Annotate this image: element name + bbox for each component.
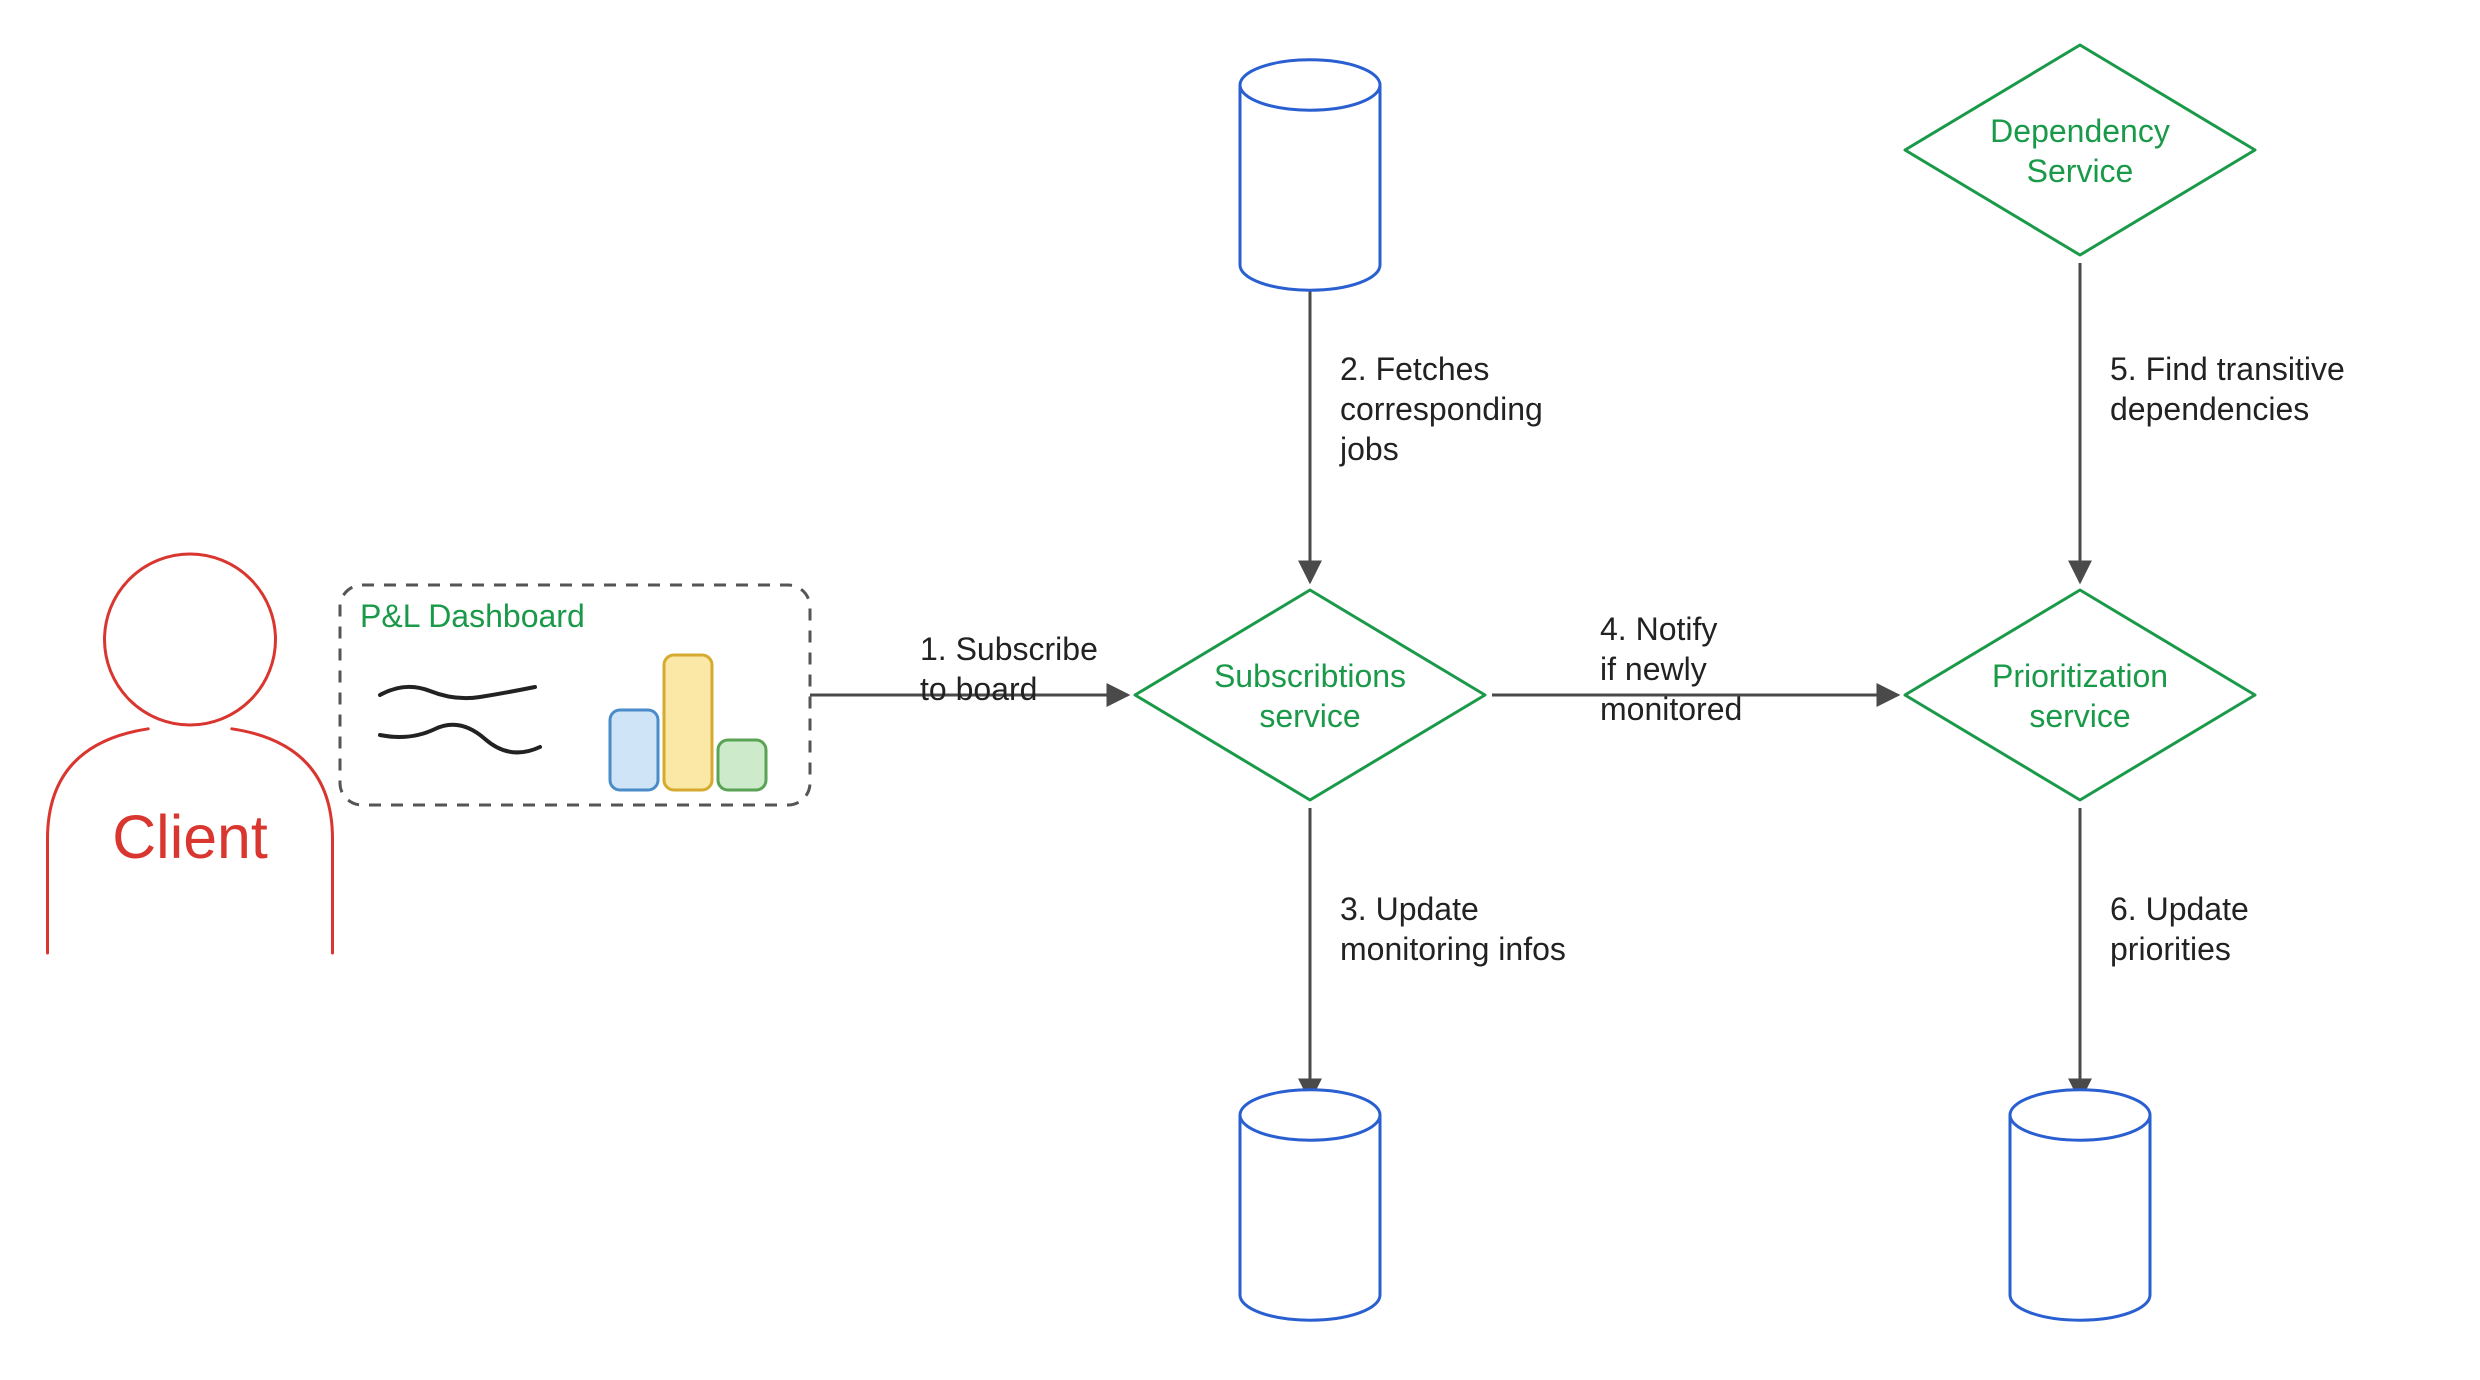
subscriptions-service-node: Subscribtions service — [1135, 590, 1485, 800]
dependency-service-node-label2: Service — [2027, 153, 2134, 189]
edge-label-e5-1: dependencies — [2110, 391, 2309, 427]
edge-label-e4-0: 4. Notify — [1600, 611, 1717, 647]
dashboard-bar-1 — [664, 655, 712, 790]
edge-label-e6-1: priorities — [2110, 931, 2231, 967]
dependency-service-node: Dependency Service — [1905, 45, 2255, 255]
edge-label-e6-0: 6. Update — [2110, 891, 2249, 927]
dashboard-bar-2 — [718, 740, 766, 790]
dashboard-title: P&L Dashboard — [360, 598, 585, 634]
edge-label-e2-1: corresponding — [1340, 391, 1543, 427]
prioritization-service-node-label2: service — [2029, 698, 2130, 734]
db-bottom-prio — [2010, 1090, 2150, 1320]
edge-label-e5-0: 5. Find transitive — [2110, 351, 2345, 387]
subscriptions-service-node-label2: service — [1259, 698, 1360, 734]
edge-label-e4-2: monitored — [1600, 691, 1742, 727]
prioritization-service-node-label1: Prioritization — [1992, 658, 2168, 694]
prioritization-service-node: Prioritization service — [1905, 590, 2255, 800]
edge-label-e2-2: jobs — [1339, 431, 1399, 467]
db-top-sub — [1240, 60, 1380, 290]
edge-label-e1-0: 1. Subscribe — [920, 631, 1098, 667]
db-bottom-sub — [1240, 1090, 1380, 1320]
dashboard-node: P&L Dashboard — [340, 585, 810, 805]
dependency-service-node-label1: Dependency — [1990, 113, 2170, 149]
client-label: Client — [112, 803, 268, 871]
subscriptions-service-node-label1: Subscribtions — [1214, 658, 1406, 694]
client-node: Client — [47, 554, 332, 953]
edge-label-e3-1: monitoring infos — [1340, 931, 1566, 967]
edge-label-e2-0: 2. Fetches — [1340, 351, 1489, 387]
dashboard-bar-0 — [610, 710, 658, 790]
edge-label-e3-0: 3. Update — [1340, 891, 1479, 927]
edge-label-e1-1: to board — [920, 671, 1037, 707]
edge-label-e4-1: if newly — [1600, 651, 1707, 687]
